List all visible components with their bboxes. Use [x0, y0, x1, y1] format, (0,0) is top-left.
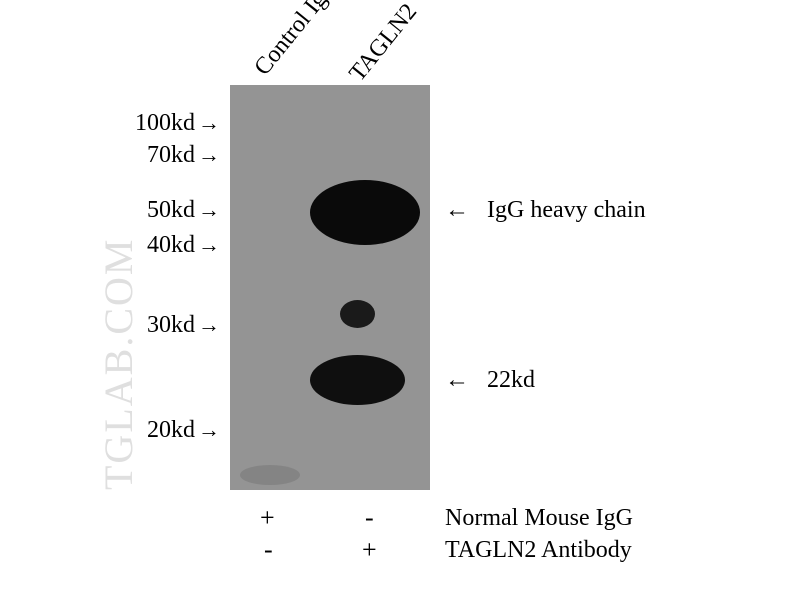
legend-row2-lane2: + — [362, 535, 377, 565]
legend-row2-label: TAGLN2 Antibody — [445, 537, 632, 564]
legend-row1-lane1: + — [260, 503, 275, 533]
label-igg-heavy: IgG heavy chain — [487, 197, 646, 224]
band-22kd — [310, 355, 405, 405]
mw-50kd: 50kd — [85, 197, 195, 224]
arrow-igg-heavy: ← — [445, 197, 469, 224]
mw-arrow-70: → — [198, 142, 220, 168]
legend-row2-lane1: - — [264, 535, 273, 565]
mw-arrow-30: → — [198, 312, 220, 338]
mw-arrow-50: → — [198, 197, 220, 223]
legend-row1-lane2: - — [365, 503, 374, 533]
mw-arrow-20: → — [198, 417, 220, 443]
legend-row1-label: Normal Mouse IgG — [445, 505, 633, 532]
blot-membrane — [230, 85, 430, 490]
watermark: TGLAB.COM — [95, 238, 142, 490]
band-30kd — [340, 300, 375, 328]
mw-70kd: 70kd — [85, 142, 195, 169]
western-blot-figure: Control IgG TAGLN2 100kd → 70kd → 50kd →… — [0, 0, 800, 600]
lane2-label: TAGLN2 — [345, 0, 424, 87]
band-faint-bottom — [240, 465, 300, 485]
lane1-label: Control IgG — [250, 0, 344, 81]
mw-arrow-40: → — [198, 232, 220, 258]
band-igg-heavy — [310, 180, 420, 245]
mw-100kd: 100kd — [85, 110, 195, 137]
mw-arrow-100: → — [198, 110, 220, 136]
arrow-22kd: ← — [445, 367, 469, 394]
label-22kd: 22kd — [487, 367, 535, 394]
